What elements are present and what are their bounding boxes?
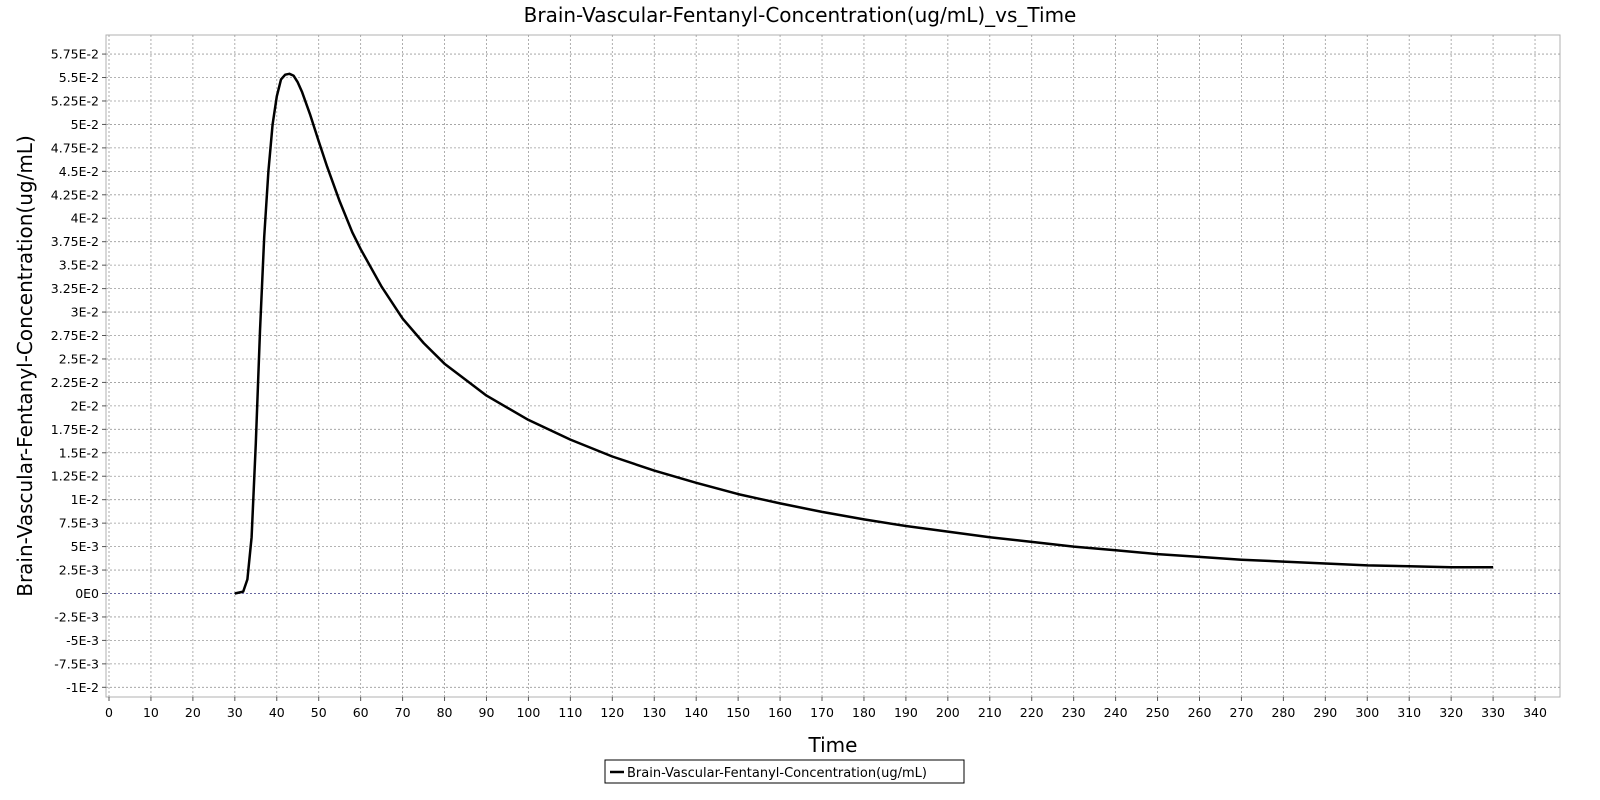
x-tick-label: 70 — [395, 705, 411, 720]
x-tick-label: 190 — [894, 705, 918, 720]
x-tick-label: 180 — [852, 705, 876, 720]
x-tick-label: 280 — [1271, 705, 1295, 720]
y-tick-label: 2.5E-3 — [59, 563, 99, 578]
x-tick-label: 300 — [1355, 705, 1379, 720]
y-tick-label: -7.5E-3 — [54, 656, 99, 671]
x-tick-label: 220 — [1020, 705, 1044, 720]
x-tick-label: 240 — [1104, 705, 1128, 720]
legend-box — [604, 759, 965, 784]
y-tick-label: -2.5E-3 — [54, 609, 99, 624]
y-tick-label: 5.5E-2 — [59, 70, 99, 85]
y-axis: -1E-2 -7.5E-3 -5E-3 -2.5E-3 0E0 2.5E-3 5E-3 7.5… — [51, 47, 106, 695]
x-tick-label: 290 — [1313, 705, 1337, 720]
y-tick-label: 4E-2 — [71, 211, 99, 226]
y-tick-label: 2.75E-2 — [51, 328, 99, 343]
series-line — [234, 72, 1494, 595]
x-tick-label: 80 — [437, 705, 453, 720]
y-tick-label: 5E-3 — [71, 539, 99, 554]
x-tick-label: 270 — [1230, 705, 1254, 720]
x-axis-title: Time — [808, 733, 858, 757]
y-tick-label: 3.25E-2 — [51, 281, 99, 296]
y-tick-label: 5.25E-2 — [51, 93, 99, 108]
y-tick-label: 0E0 — [75, 586, 99, 601]
series-layer — [234, 72, 1494, 595]
legend: Brain-Vascular-Fentanyl-Concentration(ug… — [604, 759, 965, 784]
x-tick-label: 160 — [768, 705, 792, 720]
y-tick-label: 4.75E-2 — [51, 140, 99, 155]
x-tick-label: 260 — [1188, 705, 1212, 720]
y-tick-label: 4.5E-2 — [59, 164, 99, 179]
x-tick-label: 0 — [105, 705, 113, 720]
x-tick-label: 20 — [185, 705, 201, 720]
y-tick-label: 1E-2 — [71, 492, 99, 507]
y-axis-title: Brain-Vascular-Fentanyl-Concentration(ug… — [13, 135, 37, 597]
legend-label: Brain-Vascular-Fentanyl-Concentration(ug… — [627, 766, 927, 781]
y-tick-label: 3.5E-2 — [59, 258, 99, 273]
x-axis: 0 10 20 30 40 50 60 70 80 90 100 110 120 130 140 150 160… — [105, 697, 1547, 720]
plot-area — [105, 34, 1561, 698]
x-tick-label: 230 — [1062, 705, 1086, 720]
y-tick-label: 2.5E-2 — [59, 351, 99, 366]
x-tick-label: 60 — [353, 705, 369, 720]
x-tick-label: 10 — [143, 705, 159, 720]
y-tick-label: 1.75E-2 — [51, 422, 99, 437]
y-tick-label: 1.25E-2 — [51, 469, 99, 484]
y-tick-label: 5E-2 — [71, 117, 99, 132]
x-tick-label: 40 — [269, 705, 285, 720]
x-tick-label: 150 — [726, 705, 750, 720]
x-tick-label: 100 — [516, 705, 540, 720]
y-tick-label: 7.5E-3 — [59, 516, 99, 531]
x-tick-label: 340 — [1523, 705, 1547, 720]
y-tick-label: 2E-2 — [71, 398, 99, 413]
y-tick-label: 3E-2 — [71, 305, 99, 320]
x-tick-label: 110 — [558, 705, 582, 720]
x-tick-label: 170 — [810, 705, 834, 720]
x-tick-label: 30 — [227, 705, 243, 720]
y-tick-label: -1E-2 — [66, 680, 99, 695]
y-tick-label: -5E-3 — [66, 633, 99, 648]
y-tick-label: 2.25E-2 — [51, 375, 99, 390]
x-tick-label: 50 — [311, 705, 327, 720]
x-tick-label: 330 — [1481, 705, 1505, 720]
x-tick-label: 210 — [978, 705, 1002, 720]
y-tick-label: 4.25E-2 — [51, 187, 99, 202]
x-tick-label: 250 — [1146, 705, 1170, 720]
x-tick-label: 90 — [479, 705, 495, 720]
chart-title: Brain-Vascular-Fentanyl-Concentration(ug… — [524, 3, 1077, 27]
y-tick-label: 1.5E-2 — [59, 445, 99, 460]
x-tick-label: 320 — [1439, 705, 1463, 720]
y-tick-label: 5.75E-2 — [51, 47, 99, 62]
x-tick-label: 120 — [600, 705, 624, 720]
x-tick-label: 310 — [1397, 705, 1421, 720]
x-tick-label: 130 — [642, 705, 666, 720]
x-tick-label: 200 — [936, 705, 960, 720]
x-tick-label: 140 — [684, 705, 708, 720]
y-tick-label: 3.75E-2 — [51, 234, 99, 249]
